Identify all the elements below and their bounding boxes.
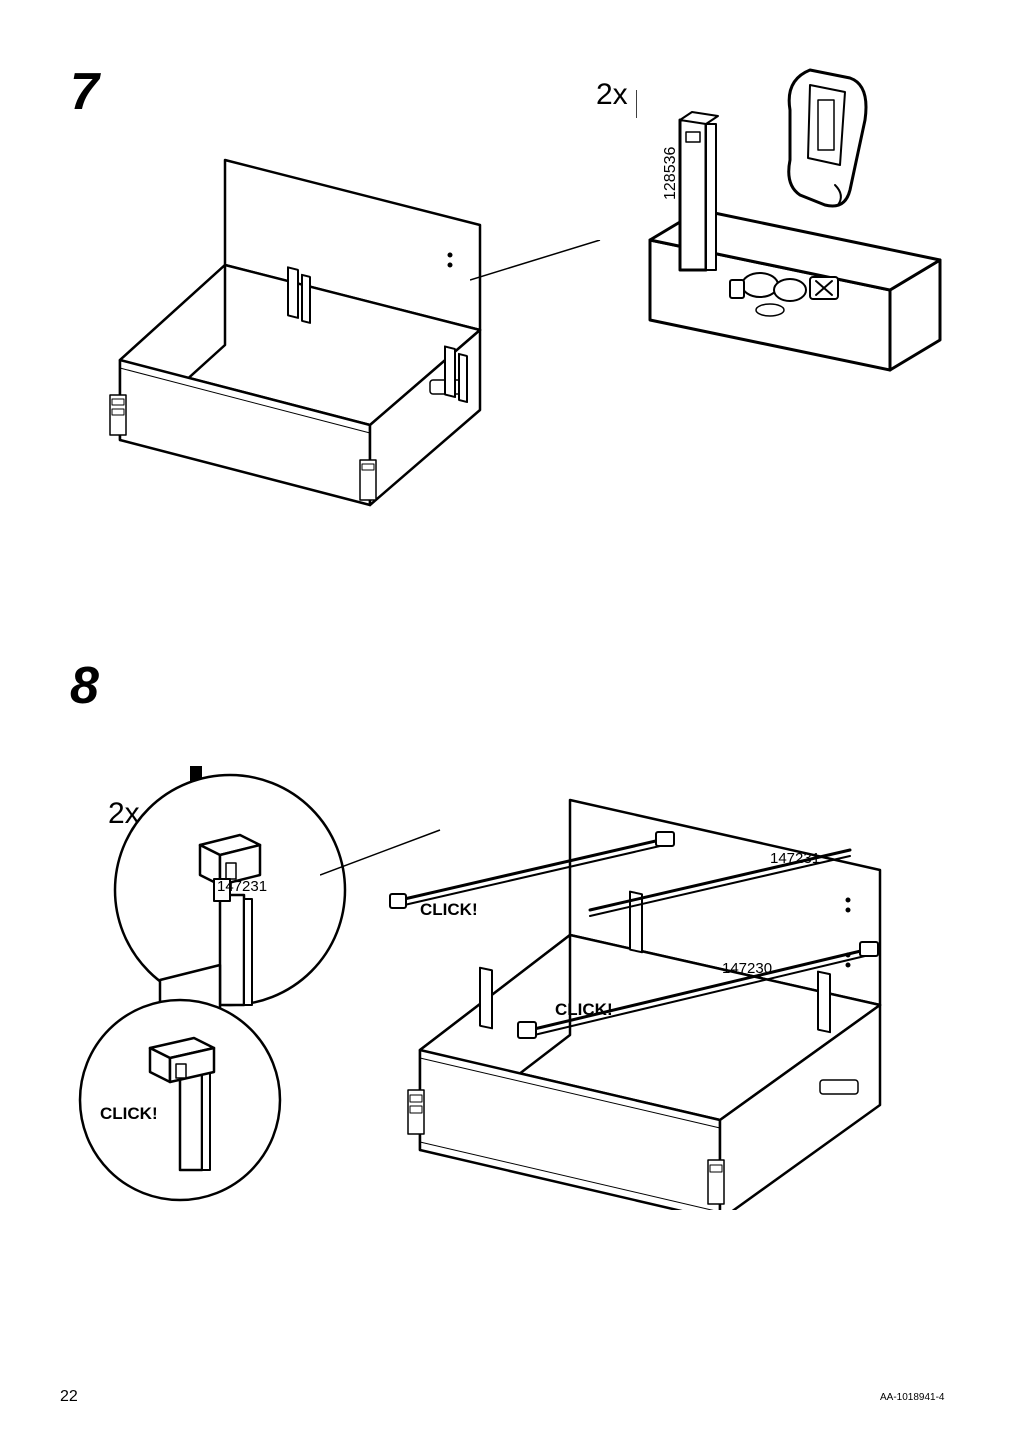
page-number: 22 — [60, 1388, 78, 1406]
step8-main-lower-part: 147230 — [722, 960, 772, 977]
step8-main-upper-part: 147231 — [770, 850, 820, 867]
step8-detail-part-number: 147231 — [217, 878, 267, 895]
step8-main-click-upper: CLICK! — [420, 900, 478, 920]
step7-detail-illustration — [610, 60, 970, 380]
step8-drawer-illustration — [340, 770, 960, 1210]
step8-detail-click-label: CLICK! — [100, 1104, 158, 1124]
step-7-number: 7 — [70, 62, 99, 122]
step-8-number: 8 — [70, 656, 99, 716]
step8-main-click-lower: CLICK! — [555, 1000, 613, 1020]
document-id: AA-1018941-4 — [880, 1392, 945, 1403]
instruction-page: 7 — [0, 0, 1012, 1432]
